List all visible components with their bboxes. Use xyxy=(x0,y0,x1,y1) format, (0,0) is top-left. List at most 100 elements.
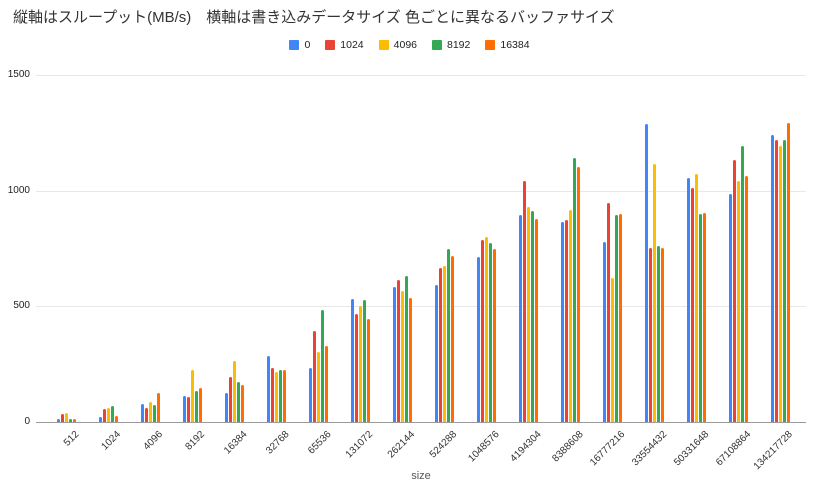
bar-262144-1024 xyxy=(397,279,400,422)
bar-512-1024 xyxy=(61,413,64,422)
bar-134217728-8192 xyxy=(783,139,786,422)
bar-16777216-8192 xyxy=(615,214,618,422)
bar-8388608-16384 xyxy=(577,166,580,422)
legend-label: 16384 xyxy=(500,39,530,51)
bar-67108864-4096 xyxy=(737,180,740,422)
bar-33554432-0 xyxy=(645,123,648,422)
bar-1024-16384 xyxy=(115,415,118,422)
bar-65536-0 xyxy=(309,367,312,422)
chart-legend: 0 1024 4096 8192 16384 xyxy=(0,39,819,51)
bar-131072-16384 xyxy=(367,318,370,422)
legend-swatch-icon xyxy=(325,40,336,50)
bar-8388608-4096 xyxy=(569,209,572,422)
bar-33554432-16384 xyxy=(661,247,664,422)
bar-4194304-16384 xyxy=(535,218,538,422)
bar-131072-8192 xyxy=(363,299,366,422)
bar-16384-8192 xyxy=(237,381,240,422)
bar-32768-0 xyxy=(267,355,270,422)
bar-4096-0 xyxy=(141,403,144,422)
bar-1024-0 xyxy=(99,416,102,422)
x-axis-title: size xyxy=(411,470,431,482)
bar-8192-8192 xyxy=(195,390,198,422)
bar-134217728-4096 xyxy=(779,145,782,422)
x-tick-label: 134217728 xyxy=(752,429,796,473)
bar-512-16384 xyxy=(73,418,76,422)
bar-33554432-8192 xyxy=(657,245,660,422)
bar-32768-8192 xyxy=(279,369,282,422)
x-tick-label: 131072 xyxy=(343,429,376,461)
bar-512-0 xyxy=(57,418,60,422)
bar-8388608-1024 xyxy=(565,219,568,422)
legend-swatch-icon xyxy=(289,40,300,50)
bar-16777216-0 xyxy=(603,241,606,422)
bar-262144-16384 xyxy=(409,297,412,422)
bar-16777216-16384 xyxy=(619,213,622,422)
bar-50331648-8192 xyxy=(699,213,702,422)
bar-262144-0 xyxy=(393,286,396,422)
legend-item-0: 0 xyxy=(289,39,310,51)
bar-134217728-16384 xyxy=(787,122,790,422)
bar-524288-8192 xyxy=(447,248,450,422)
bar-67108864-0 xyxy=(729,193,732,422)
bar-50331648-1024 xyxy=(691,187,694,422)
bar-8192-16384 xyxy=(199,387,202,422)
bar-4194304-0 xyxy=(519,214,522,422)
bar-1048576-4096 xyxy=(485,236,488,422)
y-tick-label: 500 xyxy=(13,300,30,311)
bar-262144-8192 xyxy=(405,275,408,422)
bar-524288-0 xyxy=(435,284,438,422)
bar-33554432-4096 xyxy=(653,163,656,422)
x-tick-label: 50331648 xyxy=(672,429,712,469)
bar-8192-0 xyxy=(183,395,186,422)
gridline-1000 xyxy=(36,190,806,192)
legend-item-16384: 16384 xyxy=(485,39,530,51)
x-tick-label: 32768 xyxy=(263,429,292,457)
bar-1048576-0 xyxy=(477,256,480,422)
chart-title: 縦軸はスループット(MB/s) 横軸は書き込みデータサイズ 色ごとに異なるバッフ… xyxy=(13,9,615,26)
legend-item-1024: 1024 xyxy=(325,39,364,51)
bar-524288-16384 xyxy=(451,255,454,422)
bar-524288-1024 xyxy=(439,267,442,422)
bar-4194304-4096 xyxy=(527,206,530,422)
x-axis-line xyxy=(36,421,806,423)
bar-8192-1024 xyxy=(187,396,190,422)
bar-50331648-0 xyxy=(687,177,690,422)
bar-67108864-1024 xyxy=(733,159,736,422)
bar-50331648-4096 xyxy=(695,173,698,422)
bar-262144-4096 xyxy=(401,290,404,422)
bar-1048576-8192 xyxy=(489,242,492,422)
x-tick-label: 67108864 xyxy=(714,429,754,469)
y-tick-label: 1500 xyxy=(7,69,30,80)
x-tick-label: 512 xyxy=(61,429,82,449)
x-tick-label: 16777216 xyxy=(588,429,628,469)
bar-524288-4096 xyxy=(443,265,446,422)
y-tick-label: 1000 xyxy=(7,184,30,196)
bar-512-4096 xyxy=(65,412,68,422)
legend-swatch-icon xyxy=(378,40,389,50)
bar-131072-4096 xyxy=(359,305,362,422)
legend-label: 4096 xyxy=(393,39,417,51)
bar-65536-1024 xyxy=(313,330,316,422)
x-tick-label: 1048576 xyxy=(465,429,502,465)
x-tick-label: 524288 xyxy=(427,429,460,461)
bar-32768-4096 xyxy=(275,371,278,422)
bar-1048576-1024 xyxy=(481,239,484,422)
bar-16384-16384 xyxy=(241,384,244,422)
legend-label: 1024 xyxy=(340,39,364,51)
bar-65536-16384 xyxy=(325,345,328,422)
bar-67108864-16384 xyxy=(745,175,748,422)
bar-50331648-16384 xyxy=(703,212,706,422)
bar-67108864-8192 xyxy=(741,145,744,422)
bar-512-8192 xyxy=(69,418,72,422)
bar-32768-1024 xyxy=(271,367,274,422)
bar-16384-0 xyxy=(225,392,228,422)
bar-4096-8192 xyxy=(153,404,156,422)
x-tick-label: 33554432 xyxy=(630,429,670,469)
x-tick-label: 4096 xyxy=(141,429,166,453)
bar-16777216-1024 xyxy=(607,202,610,422)
bar-65536-8192 xyxy=(321,309,324,422)
legend-item-8192: 8192 xyxy=(432,39,470,51)
bar-8388608-0 xyxy=(561,221,564,422)
legend-label: 8192 xyxy=(447,39,471,51)
